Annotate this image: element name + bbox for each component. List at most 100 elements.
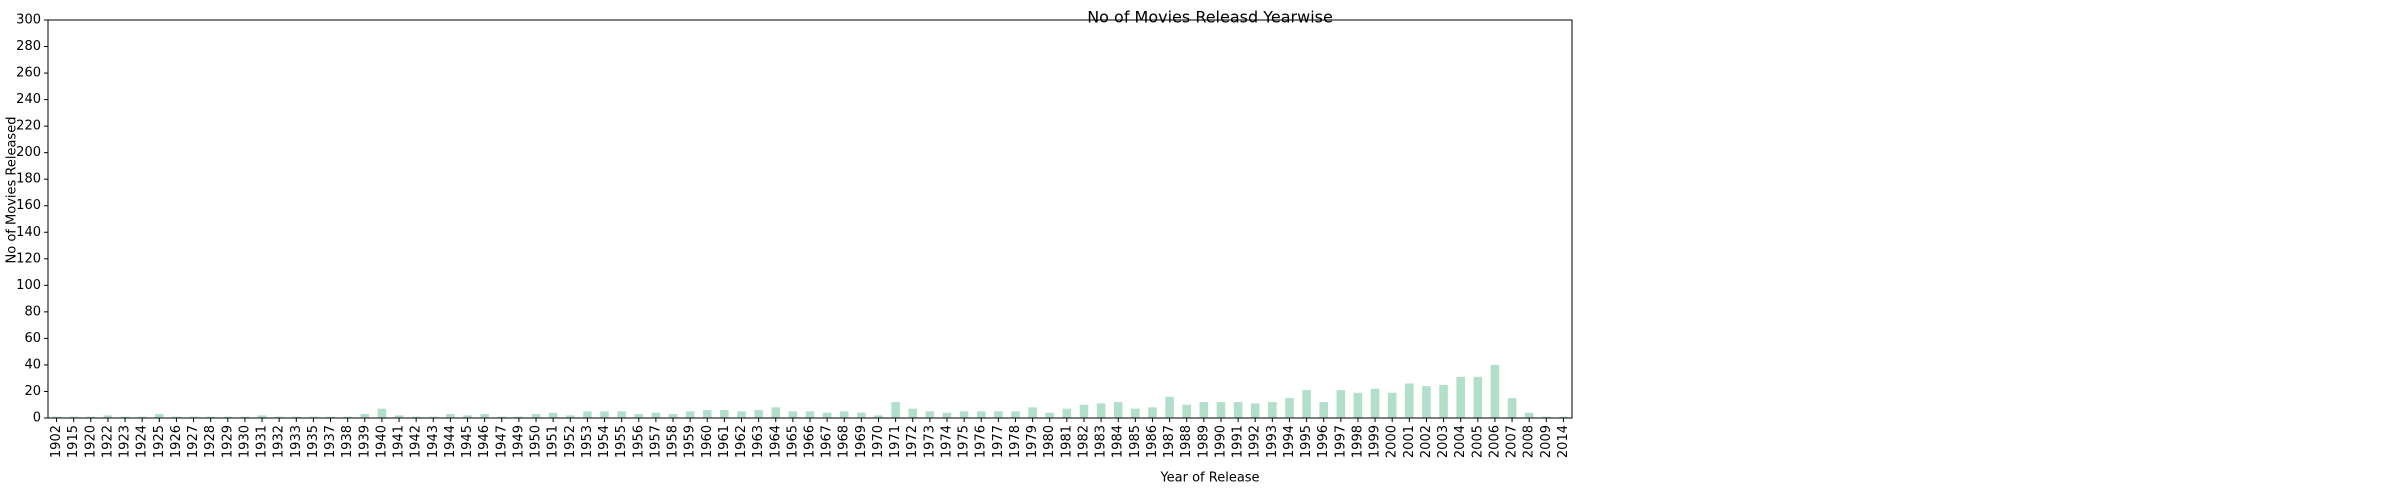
x-tick-label: 1969 bbox=[854, 425, 869, 458]
y-tick-label: 120 bbox=[16, 251, 41, 266]
bar-1939 bbox=[360, 414, 370, 418]
bar-2007 bbox=[1507, 398, 1517, 418]
x-tick-label: 1999 bbox=[1368, 425, 1383, 458]
y-tick-label: 80 bbox=[24, 304, 41, 319]
x-tick-label: 2009 bbox=[1539, 425, 1554, 458]
x-tick-label: 1947 bbox=[494, 425, 509, 458]
x-tick-label: 1926 bbox=[169, 425, 184, 458]
bar-1938 bbox=[343, 416, 352, 418]
bar-1992 bbox=[1250, 403, 1260, 418]
bar-1975 bbox=[959, 411, 969, 418]
bar-1952 bbox=[565, 415, 575, 418]
bar-1915 bbox=[69, 416, 78, 418]
bar-1981 bbox=[1062, 408, 1072, 418]
x-tick-label: 1930 bbox=[237, 425, 252, 458]
x-tick-label: 1974 bbox=[939, 425, 954, 458]
bar-1920 bbox=[86, 416, 96, 418]
x-tick-label: 1922 bbox=[100, 425, 115, 458]
x-tick-label: 2005 bbox=[1470, 425, 1485, 458]
bar-1944 bbox=[446, 414, 455, 418]
bar-1994 bbox=[1285, 398, 1294, 418]
bar-1968 bbox=[839, 411, 849, 418]
bar-1980 bbox=[1045, 412, 1055, 418]
x-axis: 1902 1915 1920 1922 1923 1924 1925 1926 1927 1928… bbox=[49, 418, 1571, 458]
bar-1963 bbox=[754, 410, 763, 418]
bar-1982 bbox=[1079, 404, 1089, 418]
x-tick-label: 1942 bbox=[409, 425, 424, 458]
bar-1969 bbox=[857, 412, 866, 418]
x-tick-label: 2007 bbox=[1505, 425, 1520, 458]
bar-1940 bbox=[377, 408, 387, 418]
bar-1990 bbox=[1216, 402, 1226, 418]
x-tick-label: 1994 bbox=[1282, 425, 1297, 458]
bar-1926 bbox=[172, 416, 181, 418]
x-tick-label: 1977 bbox=[991, 425, 1006, 458]
x-tick-label: 1937 bbox=[323, 425, 338, 458]
bar-1998 bbox=[1353, 392, 1363, 418]
x-tick-label: 1973 bbox=[922, 425, 937, 458]
x-tick-label: 1951 bbox=[546, 425, 561, 458]
bar-1956 bbox=[634, 414, 644, 418]
bar-1993 bbox=[1268, 402, 1277, 418]
y-tick-label: 200 bbox=[16, 145, 41, 160]
x-tick-label: 1961 bbox=[717, 425, 732, 458]
x-tick-label: 1932 bbox=[272, 425, 287, 458]
bar-1931 bbox=[257, 415, 267, 418]
bar-1957 bbox=[651, 412, 661, 418]
x-tick-label: 1959 bbox=[683, 425, 698, 458]
x-tick-label: 1979 bbox=[1025, 425, 1040, 458]
bar-1922 bbox=[103, 415, 113, 418]
x-tick-label: 1993 bbox=[1265, 425, 1280, 458]
bar-1962 bbox=[737, 411, 746, 418]
x-tick-label: 1956 bbox=[631, 425, 646, 458]
bar-1959 bbox=[685, 411, 695, 418]
bar-1933 bbox=[292, 416, 301, 418]
bar-1941 bbox=[394, 415, 404, 418]
bar-1971 bbox=[891, 402, 900, 418]
bar-2003 bbox=[1439, 384, 1448, 418]
bar-1967 bbox=[822, 412, 832, 418]
bar-1961 bbox=[720, 410, 729, 418]
x-tick-label: 1943 bbox=[426, 425, 441, 458]
y-tick-label: 280 bbox=[16, 39, 41, 54]
y-tick-label: 260 bbox=[16, 66, 41, 81]
x-tick-label: 1958 bbox=[666, 425, 681, 458]
bar-1947 bbox=[497, 416, 507, 418]
x-tick-label: 1933 bbox=[289, 425, 304, 458]
x-tick-label: 1924 bbox=[135, 425, 150, 458]
x-tick-label: 1963 bbox=[751, 425, 766, 458]
x-tick-label: 1978 bbox=[1008, 425, 1023, 458]
bar-1989 bbox=[1199, 402, 1209, 418]
y-tick-label: 220 bbox=[16, 119, 41, 134]
bar-1979 bbox=[1028, 407, 1037, 418]
x-tick-label: 1931 bbox=[255, 425, 270, 458]
bar-1970 bbox=[874, 415, 883, 418]
bar-1925 bbox=[155, 414, 164, 418]
bar-1902 bbox=[52, 416, 61, 418]
x-tick-label: 1971 bbox=[888, 425, 903, 458]
x-tick-label: 1976 bbox=[974, 425, 989, 458]
x-tick-label: 1941 bbox=[392, 425, 407, 458]
x-tick-label: 1953 bbox=[580, 425, 595, 458]
x-tick-label: 1940 bbox=[374, 425, 389, 458]
x-tick-label: 1996 bbox=[1316, 425, 1331, 458]
x-tick-label: 1960 bbox=[700, 425, 715, 458]
x-tick-label: 1949 bbox=[511, 425, 526, 458]
x-axis-title: Year of Release bbox=[1159, 471, 1259, 486]
x-tick-label: 2006 bbox=[1487, 425, 1502, 458]
x-tick-label: 2000 bbox=[1385, 425, 1400, 458]
x-tick-label: 1939 bbox=[357, 425, 372, 458]
x-tick-label: 1925 bbox=[152, 425, 167, 458]
x-tick-label: 1984 bbox=[1111, 425, 1126, 458]
plot-frame bbox=[47, 19, 1573, 419]
bar-1995 bbox=[1302, 390, 1311, 418]
bar-1954 bbox=[600, 411, 609, 418]
bar-1978 bbox=[1011, 411, 1020, 418]
bar-1988 bbox=[1182, 404, 1191, 418]
bar-1991 bbox=[1233, 402, 1243, 418]
y-tick-label: 20 bbox=[24, 384, 41, 399]
bars-group bbox=[52, 364, 1568, 418]
x-tick-label: 2001 bbox=[1402, 425, 1417, 458]
bar-1955 bbox=[617, 411, 626, 418]
y-tick-label: 240 bbox=[16, 92, 41, 107]
